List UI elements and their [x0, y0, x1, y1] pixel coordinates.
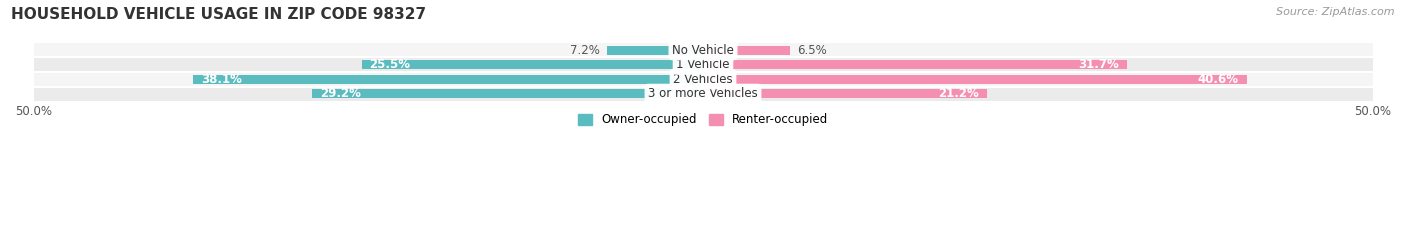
Text: 31.7%: 31.7%	[1078, 58, 1119, 71]
Text: 2 Vehicles: 2 Vehicles	[673, 73, 733, 86]
Bar	[312, 89, 703, 99]
Bar	[34, 72, 1372, 86]
Bar	[193, 75, 703, 84]
Text: HOUSEHOLD VEHICLE USAGE IN ZIP CODE 98327: HOUSEHOLD VEHICLE USAGE IN ZIP CODE 9832…	[11, 7, 426, 22]
Bar	[34, 58, 1372, 72]
Bar	[703, 89, 987, 99]
Bar	[34, 86, 1372, 101]
Text: 29.2%: 29.2%	[321, 87, 361, 100]
Text: No Vehicle: No Vehicle	[672, 44, 734, 57]
Bar	[361, 60, 703, 69]
Text: 21.2%: 21.2%	[938, 87, 979, 100]
Text: 7.2%: 7.2%	[569, 44, 600, 57]
Bar	[606, 45, 703, 55]
Bar	[703, 60, 1128, 69]
Legend: Owner-occupied, Renter-occupied: Owner-occupied, Renter-occupied	[572, 109, 834, 131]
Text: 40.6%: 40.6%	[1198, 73, 1239, 86]
Text: 25.5%: 25.5%	[370, 58, 411, 71]
Text: 1 Vehicle: 1 Vehicle	[676, 58, 730, 71]
Text: 3 or more Vehicles: 3 or more Vehicles	[648, 87, 758, 100]
Bar	[703, 45, 790, 55]
Text: 38.1%: 38.1%	[201, 73, 242, 86]
Bar	[703, 75, 1247, 84]
Text: Source: ZipAtlas.com: Source: ZipAtlas.com	[1277, 7, 1395, 17]
Text: 6.5%: 6.5%	[797, 44, 827, 57]
Bar	[34, 43, 1372, 58]
